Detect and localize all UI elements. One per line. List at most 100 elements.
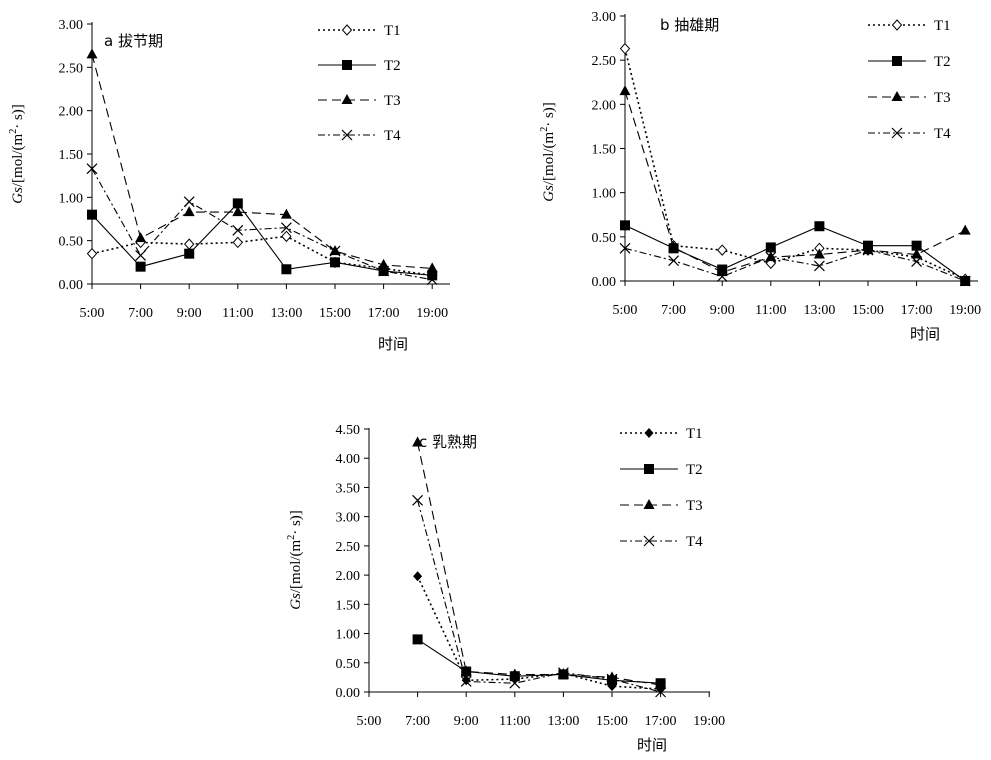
panel-b: 0.00 0.50 1.00 1.50 2.00 2.50 3.00 5:00 7:00 9:00…: [539, 10, 981, 343]
y-axis-label: Gs/[mol/(m2· s)]: [539, 102, 557, 202]
legend-label-t1: T1: [686, 426, 703, 442]
y-tick-label: 1.00: [336, 628, 361, 643]
legend-marker-t2: [644, 464, 654, 474]
data-point-t3: [460, 665, 472, 676]
data-point-t4: [668, 255, 680, 267]
y-tick-label: 4.50: [336, 423, 361, 438]
y-tick-label: 3.50: [336, 481, 361, 496]
x-axis-label: 时间: [910, 325, 940, 343]
data-point-t3: [911, 248, 923, 259]
data-point-t4: [135, 249, 147, 261]
data-point-t4: [655, 686, 667, 698]
x-tick-label: 5:00: [80, 306, 105, 321]
data-point-t1: [413, 571, 423, 582]
data-point-t3: [426, 262, 438, 273]
y-tick-label: 0.00: [59, 278, 84, 293]
series-line-t2: [417, 638, 661, 684]
x-tick-label: 19:00: [949, 303, 981, 318]
data-point-t4: [557, 667, 569, 679]
data-point-t3: [959, 224, 971, 235]
x-tick-label: 11:00: [222, 306, 253, 321]
y-tick-label: 0.00: [592, 275, 617, 290]
data-point-t2: [412, 634, 423, 645]
data-point-t3: [813, 248, 825, 259]
data-point-t1: [86, 247, 98, 260]
x-axis-label: 时间: [637, 736, 667, 754]
legend-label-t4: T4: [934, 126, 951, 142]
x-tick-label: 17:00: [901, 303, 933, 318]
y-tick-label: 2.50: [592, 54, 617, 69]
y-axis-label: Gs/[mol/(m2· s)]: [8, 104, 26, 204]
x-tick-label: 5:00: [357, 714, 382, 729]
legend-marker-t1: [644, 428, 654, 438]
x-axis-label: 时间: [378, 335, 408, 353]
data-point-t1: [717, 244, 728, 256]
y-tick-label: 1.00: [59, 191, 84, 206]
data-point-t4: [280, 222, 292, 234]
data-point-t4: [619, 242, 631, 254]
legend-marker-t3: [891, 91, 903, 101]
x-tick-label: 13:00: [803, 303, 835, 318]
x-tick-label: 15:00: [852, 303, 884, 318]
legend-marker-t3: [341, 94, 353, 104]
data-point-t2: [814, 221, 825, 232]
data-point-t3: [232, 206, 244, 217]
x-tick-label: 15:00: [319, 306, 351, 321]
y-tick-label: 0.50: [336, 657, 361, 672]
series-line-t1: [416, 575, 661, 690]
series-line-t2: [91, 202, 433, 276]
data-point-t3: [280, 208, 292, 219]
data-point-t2: [330, 257, 340, 268]
y-tick-label: 2.50: [336, 540, 361, 555]
x-tick-label: 13:00: [547, 714, 579, 729]
data-point-t4: [412, 494, 424, 506]
data-point-t4: [509, 677, 521, 689]
data-point-t4: [426, 274, 438, 286]
data-point-t3: [619, 85, 631, 96]
data-point-t4: [862, 244, 874, 256]
x-tick-label: 9:00: [710, 303, 735, 318]
legend-marker-t2: [342, 60, 352, 70]
legend-label-t2: T2: [934, 54, 951, 70]
data-point-t1: [619, 42, 631, 55]
data-point-t4: [232, 224, 244, 236]
panel-title: a 拔节期: [104, 32, 163, 50]
y-tick-label: 3.00: [59, 18, 84, 33]
legend-label-t3: T3: [686, 498, 703, 514]
data-point-t4: [460, 676, 472, 687]
data-point-t1: [281, 230, 292, 243]
y-tick-label: 2.00: [336, 569, 361, 584]
data-point-t4: [378, 265, 390, 277]
series-line-t3: [624, 90, 966, 273]
data-point-t4: [606, 673, 618, 685]
x-tick-label: 13:00: [270, 306, 302, 321]
y-tick-label: 2.00: [59, 105, 84, 120]
y-tick-label: 3.00: [592, 10, 617, 25]
y-tick-label: 4.00: [336, 452, 361, 467]
series-line-t3: [417, 442, 661, 686]
x-tick-label: 9:00: [177, 306, 202, 321]
data-point-t3: [509, 668, 521, 679]
legend-marker-t3: [643, 499, 655, 509]
panel-c: 0.00 0.50 1.00 1.50 2.00 2.50 3.00 3.50 4.00 4.50…: [286, 423, 725, 754]
x-tick-label: 15:00: [596, 714, 628, 729]
series-line-t3: [91, 54, 433, 269]
legend-label-t4: T4: [384, 128, 401, 144]
series-line-t4: [624, 247, 966, 282]
data-point-t2: [135, 261, 146, 272]
x-tick-label: 7:00: [661, 303, 686, 318]
series-line-t1: [624, 48, 966, 280]
y-tick-label: 1.50: [59, 148, 84, 163]
data-point-t4: [86, 163, 98, 175]
y-tick-label: 2.50: [59, 61, 84, 76]
data-point-t4: [959, 275, 971, 287]
data-point-t4: [911, 256, 923, 267]
x-tick-label: 5:00: [613, 303, 638, 318]
data-point-t4: [716, 271, 728, 283]
x-tick-label: 9:00: [454, 714, 479, 729]
data-point-t3: [862, 244, 874, 255]
x-tick-label: 11:00: [499, 714, 530, 729]
data-point-t3: [135, 232, 147, 243]
data-point-t3: [378, 258, 390, 269]
